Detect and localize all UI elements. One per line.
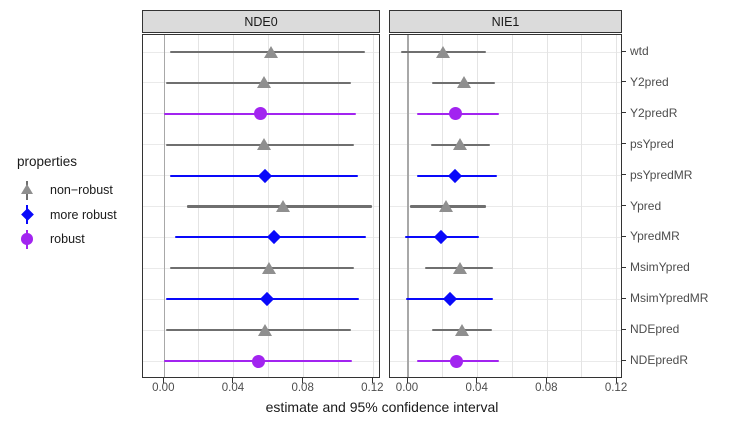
triangle-marker — [453, 261, 468, 274]
y-axis-tick — [621, 81, 626, 83]
x-axis-tick — [232, 378, 234, 383]
category-label: Y2pred — [630, 74, 669, 89]
category-label: MsimYpred — [630, 260, 690, 275]
category-label: NDEpred — [630, 322, 680, 337]
legend-key — [10, 178, 44, 202]
h-gridline — [390, 175, 621, 177]
triangle-marker — [256, 76, 271, 89]
h-gridline — [390, 82, 621, 84]
y-axis-tick — [621, 50, 626, 52]
v-gridline — [546, 35, 548, 377]
legend: properties non−robust more robust robust — [10, 154, 117, 252]
legend-item: robust — [10, 227, 117, 252]
triangle-marker — [258, 323, 273, 336]
y-axis-tick — [621, 174, 626, 176]
category-label: Ypred — [630, 198, 662, 213]
category-label: NDEpredR — [630, 353, 689, 367]
zero-reference-line — [407, 35, 409, 377]
circle-marker — [251, 354, 265, 368]
v-gridline — [372, 35, 374, 377]
legend-title: properties — [17, 154, 78, 169]
x-tick-label: 0.08 — [291, 382, 314, 394]
triangle-marker — [20, 184, 33, 195]
triangle-marker — [439, 200, 454, 212]
diamond-marker — [259, 292, 275, 307]
x-tick-label: 0.00 — [395, 382, 419, 394]
h-gridline — [390, 113, 621, 115]
x-axis-title: estimate and 95% confidence interval — [265, 399, 499, 415]
h-gridline — [390, 144, 621, 146]
triangle-marker — [261, 261, 276, 274]
x-tick-label: 0.12 — [604, 382, 628, 394]
diamond-marker — [442, 292, 457, 307]
legend-item-label: non−robust — [50, 183, 113, 198]
legend-item: more robust — [10, 203, 117, 228]
triangle-marker — [275, 200, 290, 212]
h-gridline — [390, 267, 621, 269]
triangle-marker — [456, 76, 471, 89]
category-label: Y2predR — [630, 105, 678, 120]
category-label: wtd — [630, 44, 649, 58]
legend-key — [10, 203, 44, 227]
legend-item: non−robust — [10, 178, 117, 203]
x-tick-label: 0.12 — [361, 382, 384, 394]
category-label: psYpred — [630, 136, 674, 151]
x-tick-label: 0.04 — [221, 382, 245, 394]
diamond-marker — [447, 168, 463, 183]
h-gridline — [390, 236, 621, 238]
y-axis-tick — [621, 205, 626, 206]
x-axis-tick — [162, 378, 164, 383]
h-gridline — [390, 298, 621, 300]
x-axis-tick — [615, 378, 617, 383]
h-gridline — [390, 360, 621, 362]
x-tick-label: 0.04 — [465, 382, 488, 394]
h-gridline — [390, 329, 621, 331]
circle-marker — [448, 107, 462, 121]
diamond-marker — [434, 230, 449, 245]
h-gridline — [390, 206, 621, 207]
circle-marker — [450, 354, 464, 368]
x-axis-tick — [371, 378, 373, 383]
facet-panel-nie1 — [389, 34, 622, 378]
x-axis-tick — [545, 378, 547, 383]
triangle-marker — [435, 45, 450, 58]
h-gridline — [390, 51, 621, 53]
legend-items: non−robust more robust robust — [10, 178, 117, 252]
category-label: YpredMR — [630, 229, 680, 244]
facet-strip-nde0: NDE0 — [142, 10, 380, 33]
v-gridline — [511, 35, 513, 377]
triangle-marker — [263, 45, 278, 58]
triangle-marker — [453, 138, 468, 151]
x-tick-label: 0.00 — [152, 382, 175, 394]
category-label: MsimYpredMR — [630, 291, 709, 306]
y-axis-tick — [621, 297, 626, 299]
y-axis-tick — [621, 143, 626, 145]
v-gridline — [616, 35, 618, 377]
legend-item-label: robust — [50, 232, 85, 247]
v-gridline — [581, 35, 583, 377]
y-axis-tick — [621, 328, 626, 330]
facet-strip-nie1: NIE1 — [389, 10, 622, 33]
x-tick-label: 0.08 — [535, 382, 558, 394]
diamond-marker — [258, 168, 273, 183]
x-axis-tick — [302, 378, 304, 383]
category-label: psYpredMR — [630, 167, 693, 182]
x-axis-tick — [476, 378, 478, 383]
y-axis-tick — [621, 112, 626, 114]
triangle-marker — [256, 138, 271, 151]
triangle-marker — [455, 323, 469, 336]
legend-key — [10, 227, 44, 251]
y-axis-tick — [621, 359, 626, 361]
legend-item-label: more robust — [50, 207, 117, 222]
zero-reference-line — [163, 35, 166, 377]
diamond-marker — [20, 208, 34, 222]
x-axis-tick — [406, 378, 408, 383]
facet-panel-nde0 — [142, 34, 380, 378]
diamond-marker — [266, 230, 282, 245]
y-axis-tick — [621, 266, 626, 268]
circle-marker — [21, 233, 33, 246]
circle-marker — [253, 107, 267, 121]
y-axis-tick — [621, 235, 626, 237]
